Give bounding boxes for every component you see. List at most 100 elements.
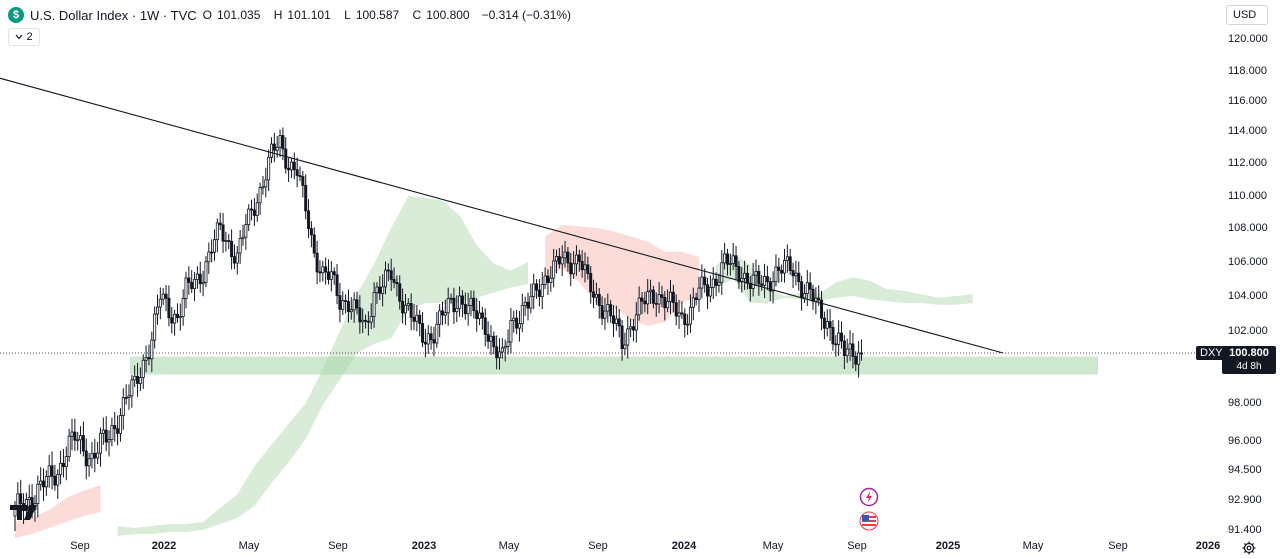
candle-down [298,175,302,177]
candle-up [155,306,159,315]
candle-down [663,297,667,309]
chart-area[interactable] [0,0,1222,538]
candle-up [520,305,524,325]
candle-up [697,287,701,301]
price-chart[interactable] [0,0,1222,538]
candle-up [700,276,704,289]
candle-down [61,462,65,468]
price-scale[interactable]: 120.000 118.000 116.000 114.000 112.000 110.0… [1222,0,1280,538]
candle-up [708,287,712,297]
candle-up [634,314,638,331]
high-value: H 101.101 [274,8,336,22]
candle-up [512,317,516,321]
time-tick-label: 2022 [151,540,177,552]
candle-up [215,222,219,241]
symbol-title[interactable]: U.S. Dollar Index · 1W · TVC [30,7,197,23]
candle-up [435,323,439,344]
candle-down [318,271,322,274]
candle-up [161,293,165,300]
candle-down [472,297,476,312]
candle-up [244,224,248,238]
candle-up [458,295,462,309]
indicators-count: 2 [26,31,33,43]
candle-up [212,239,216,253]
candle-up [497,351,501,359]
candle-down [304,185,308,212]
gear-icon[interactable] [1242,541,1256,555]
candle-up [489,335,493,342]
candle-up [141,359,145,378]
candle-up [540,284,544,297]
candle-up [845,348,849,357]
candle-up [193,278,197,290]
candle-down [452,297,456,313]
candle-down [81,435,85,452]
candle-down [93,452,97,459]
candle-up [783,260,787,274]
time-scale[interactable]: Sep 2022 May Sep 2023 May Sep 2024 May Sep 2025 May… [0,538,1222,559]
candle-up [67,435,71,457]
candle-up [543,275,547,285]
candle-down [230,240,234,258]
candle-down [831,327,835,345]
low-label: L [344,8,351,22]
candle-up [79,435,83,441]
indicators-toggle-button[interactable]: 2 [8,28,40,46]
candle-up [127,395,131,398]
candle-down [609,304,613,317]
economic-event-icon[interactable] [859,487,879,507]
candle-down [326,271,330,280]
candle-up [629,326,633,330]
us-flag-event-icon[interactable] [859,511,879,531]
ohlc-values: O 101.035 H 101.101 L 100.587 C 100.800 [203,8,480,22]
candle-down [780,270,784,274]
price-tick-label: 120.000 [1228,33,1268,45]
candle-down [292,161,296,171]
candle-down [535,283,539,291]
time-tick-label: Sep [70,540,90,552]
candle-up [269,143,273,158]
time-tick-label: 2026 [1195,540,1221,552]
candle-up [107,439,111,443]
candle-down [726,253,730,265]
candle-up [552,260,556,279]
candle-up [825,321,829,329]
candle-down [42,480,46,488]
candle-up [728,263,732,265]
high-label: H [273,8,283,22]
candle-down [218,222,222,226]
candle-up [637,297,641,316]
candle-down [777,266,781,271]
chart-legend: $ U.S. Dollar Index · 1W · TVC O 101.035 … [8,6,571,24]
candle-up [503,346,507,349]
candle-up [614,318,618,324]
candle-up [56,474,60,486]
candle-down [227,240,231,242]
candle-down [116,428,120,434]
tradingview-logo-icon[interactable] [10,503,44,521]
candle-up [555,256,559,262]
candle-down [557,256,561,265]
candle-down [760,283,764,286]
close-value: C 100.800 [413,8,475,22]
candle-down [840,332,844,342]
candle-down [734,255,738,267]
candle-down [800,281,804,299]
candle-up [403,304,407,314]
candle-up [426,333,430,345]
candle-down [631,326,635,331]
candle-up [438,310,442,325]
candle-up [258,187,262,204]
candle-up [532,283,536,297]
time-tick-label: 2025 [935,540,961,552]
candle-up [39,480,43,485]
candle-down [475,310,479,319]
candle-up [449,297,453,300]
candle-down [597,294,601,306]
candle-up [267,156,271,181]
candle-down [136,375,140,384]
candle-up [369,316,373,323]
candle-up [583,264,587,271]
currency-button[interactable]: USD [1226,5,1268,25]
candle-up [158,298,162,308]
